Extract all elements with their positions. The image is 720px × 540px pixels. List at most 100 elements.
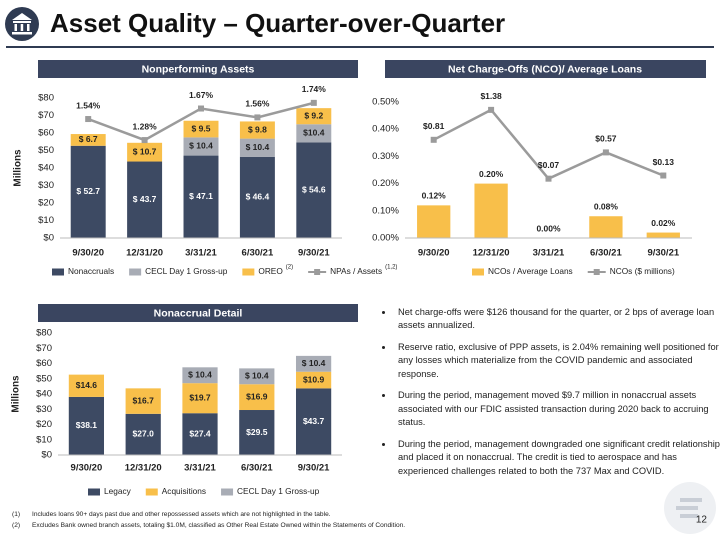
chart-title: Nonperforming Assets xyxy=(142,63,255,75)
data-label: $ 10.4 xyxy=(246,142,270,152)
y-tick-label: $60 xyxy=(38,128,54,139)
y-tick-label: 0.20% xyxy=(372,178,399,189)
data-label: $16.7 xyxy=(133,395,155,405)
x-tick-label: 9/30/20 xyxy=(71,463,103,474)
data-label: $27.0 xyxy=(133,429,155,439)
x-tick-label: 9/30/21 xyxy=(298,248,330,259)
legend-swatch xyxy=(593,269,600,275)
legend-label: Nonaccruals xyxy=(68,266,114,276)
bar xyxy=(239,410,275,455)
x-tick-label: 6/30/21 xyxy=(241,463,273,474)
footnote-marker: (2) xyxy=(12,521,21,529)
y-axis-title: Millions xyxy=(11,375,22,413)
legend-swatch xyxy=(221,488,234,496)
footnote-text: Excludes Bank owned branch assets, total… xyxy=(32,521,406,529)
bullet: Reserve ratio, exclusive of PPP assets, … xyxy=(394,341,720,381)
section-bar xyxy=(385,60,706,78)
data-label: $27.4 xyxy=(189,428,211,438)
x-tick-label: 6/30/21 xyxy=(242,248,274,259)
bullet-list: Net charge-offs were $126 thousand for t… xyxy=(380,306,720,486)
bar xyxy=(589,216,623,238)
logo-icon xyxy=(12,13,32,35)
data-label: $ 10.4 xyxy=(188,369,212,379)
y-tick-label: $70 xyxy=(38,110,54,121)
data-label: $10.4 xyxy=(303,128,325,138)
bar xyxy=(239,121,275,139)
bar xyxy=(182,367,218,384)
data-label: $ 10.4 xyxy=(302,358,326,368)
line-marker xyxy=(141,137,148,144)
line-marker xyxy=(85,116,92,123)
data-label: $ 9.8 xyxy=(248,124,267,134)
data-label: 1.74% xyxy=(302,84,327,94)
line-marker xyxy=(488,106,495,113)
data-label: $ 6.7 xyxy=(79,134,98,144)
line-marker xyxy=(310,99,317,106)
data-label: 1.28% xyxy=(133,121,158,131)
bar xyxy=(646,232,680,238)
legend-swatch xyxy=(129,268,142,276)
footnote-text: Includes loans 90+ days past due and oth… xyxy=(32,511,331,518)
data-label: $ 9.2 xyxy=(304,110,323,120)
y-tick-label: 0.10% xyxy=(372,205,399,216)
y-tick-label: $10 xyxy=(38,215,54,226)
charts: $0 $10 $20 $30 $40 $50 $60 $70 $80 Millions 9/30/2… xyxy=(11,84,692,496)
legend-note: (1,2) xyxy=(385,265,397,271)
legend-label: NCOs ($ millions) xyxy=(610,266,675,276)
y-tick-label: $0 xyxy=(43,233,54,244)
y-tick-label: 0.50% xyxy=(372,97,399,108)
data-label: $ 47.1 xyxy=(189,191,213,201)
corner-logo xyxy=(664,482,716,534)
bar xyxy=(182,383,218,414)
data-label: 0.08% xyxy=(594,201,619,211)
footnote-marker: (1) xyxy=(12,511,21,518)
x-tick-label: 9/30/21 xyxy=(647,248,679,259)
x-tick-label: 3/31/21 xyxy=(533,248,565,259)
y-tick-label: $20 xyxy=(38,198,54,209)
legend-swatch xyxy=(314,269,321,275)
y-tick-label: $60 xyxy=(36,358,52,369)
legend-swatch xyxy=(88,488,100,496)
x-tick-label: 3/31/21 xyxy=(185,248,217,259)
line-marker xyxy=(430,136,437,143)
data-label: 0.00% xyxy=(536,223,561,233)
bar xyxy=(127,161,163,238)
y-tick-label: $80 xyxy=(36,328,52,339)
data-label: $ 9.5 xyxy=(192,123,211,133)
chart-title: Net Charge-Offs (NCO)/ Average Loans xyxy=(448,63,642,75)
x-tick-label: 6/30/21 xyxy=(590,248,622,259)
y-tick-label: 0.30% xyxy=(372,151,399,162)
bar xyxy=(70,145,106,238)
bar xyxy=(125,388,161,414)
y-tick-label: $50 xyxy=(36,373,52,384)
bar xyxy=(183,155,219,238)
data-label: $16.9 xyxy=(246,391,268,401)
bar xyxy=(183,137,219,156)
data-label: $1.38 xyxy=(480,91,502,101)
bullet: Net charge-offs were $126 thousand for t… xyxy=(394,306,720,333)
legend-label: Acquisitions xyxy=(162,486,206,496)
bar xyxy=(296,108,332,125)
bar xyxy=(70,134,106,146)
legend-label: NCOs / Average Loans xyxy=(488,266,573,276)
bar xyxy=(296,142,332,238)
y-tick-label: 0.00% xyxy=(372,233,399,244)
x-tick-label: 12/31/20 xyxy=(125,463,162,474)
line-marker xyxy=(660,172,667,179)
y-tick-label: $20 xyxy=(36,419,52,430)
bar xyxy=(295,355,332,372)
data-label: $ 54.6 xyxy=(302,184,326,194)
bar xyxy=(239,138,275,157)
legend-swatch xyxy=(242,268,255,276)
bar xyxy=(474,183,508,238)
y-tick-label: $0 xyxy=(41,450,52,461)
x-tick-label: 12/31/20 xyxy=(126,248,163,259)
y-tick-label: $40 xyxy=(36,389,52,400)
data-label: 0.12% xyxy=(422,191,447,201)
footnote: (1) Includes loans 90+ days past due and … xyxy=(12,510,405,521)
section-bar xyxy=(38,60,358,78)
chart-title: Nonaccrual Detail xyxy=(154,307,243,319)
y-tick-label: $80 xyxy=(38,93,54,104)
line-marker xyxy=(198,105,204,112)
bar xyxy=(239,156,275,238)
